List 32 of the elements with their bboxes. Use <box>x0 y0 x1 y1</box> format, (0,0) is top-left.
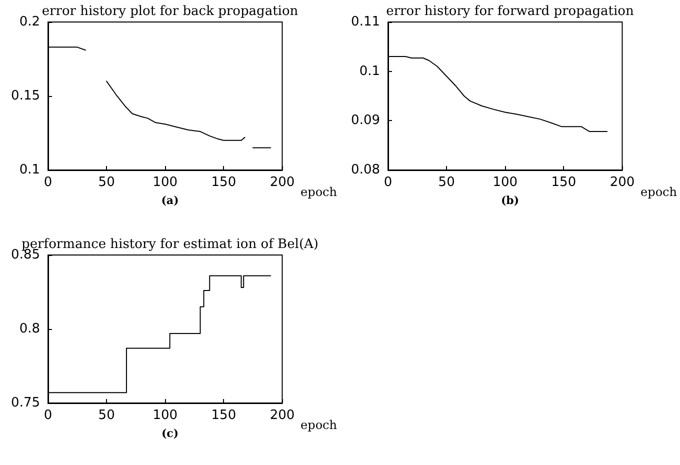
x-tick-label: 150 <box>551 175 576 190</box>
chart-title: error history plot for back propagation <box>42 4 299 19</box>
y-tick-label: 0.11 <box>351 14 380 30</box>
x-tick-label: 200 <box>610 175 635 190</box>
y-tick-label: 0.15 <box>11 88 40 104</box>
x-tick-label: 150 <box>211 175 236 190</box>
x-tick-label: 0 <box>44 408 52 423</box>
x-tick-label: 150 <box>211 408 236 423</box>
x-tick-label: 0 <box>44 175 52 190</box>
y-tick-label: 0.1 <box>19 162 40 178</box>
x-tick-label: 50 <box>98 175 115 190</box>
x-tick-label: 100 <box>152 175 178 190</box>
text: (c) <box>161 427 179 440</box>
x-tick-label: 100 <box>492 175 518 190</box>
y-tick-label: 0.1 <box>359 64 380 79</box>
y-tick-label: 0.09 <box>351 113 380 128</box>
x-tick-label: 50 <box>98 408 115 423</box>
chart-title: error history for forward propagation <box>386 4 634 19</box>
y-tick-label: 0.75 <box>11 396 40 410</box>
x-tick-label: 0 <box>384 175 392 190</box>
x-tick-label: 200 <box>270 175 295 190</box>
x-tick-label: 100 <box>152 408 178 423</box>
text: (a) <box>161 194 179 207</box>
y-tick-label: 0.2 <box>19 14 40 30</box>
x-axis-title: epoch <box>300 418 338 432</box>
text: (b) <box>500 194 520 207</box>
y-tick-label: 0.8 <box>19 322 40 336</box>
x-tick-label: 200 <box>270 408 295 423</box>
x-tick-label: 50 <box>438 175 455 190</box>
x-axis-title: epoch <box>640 185 678 199</box>
x-axis-title: epoch <box>300 185 338 199</box>
y-tick-label: 0.08 <box>351 162 380 178</box>
